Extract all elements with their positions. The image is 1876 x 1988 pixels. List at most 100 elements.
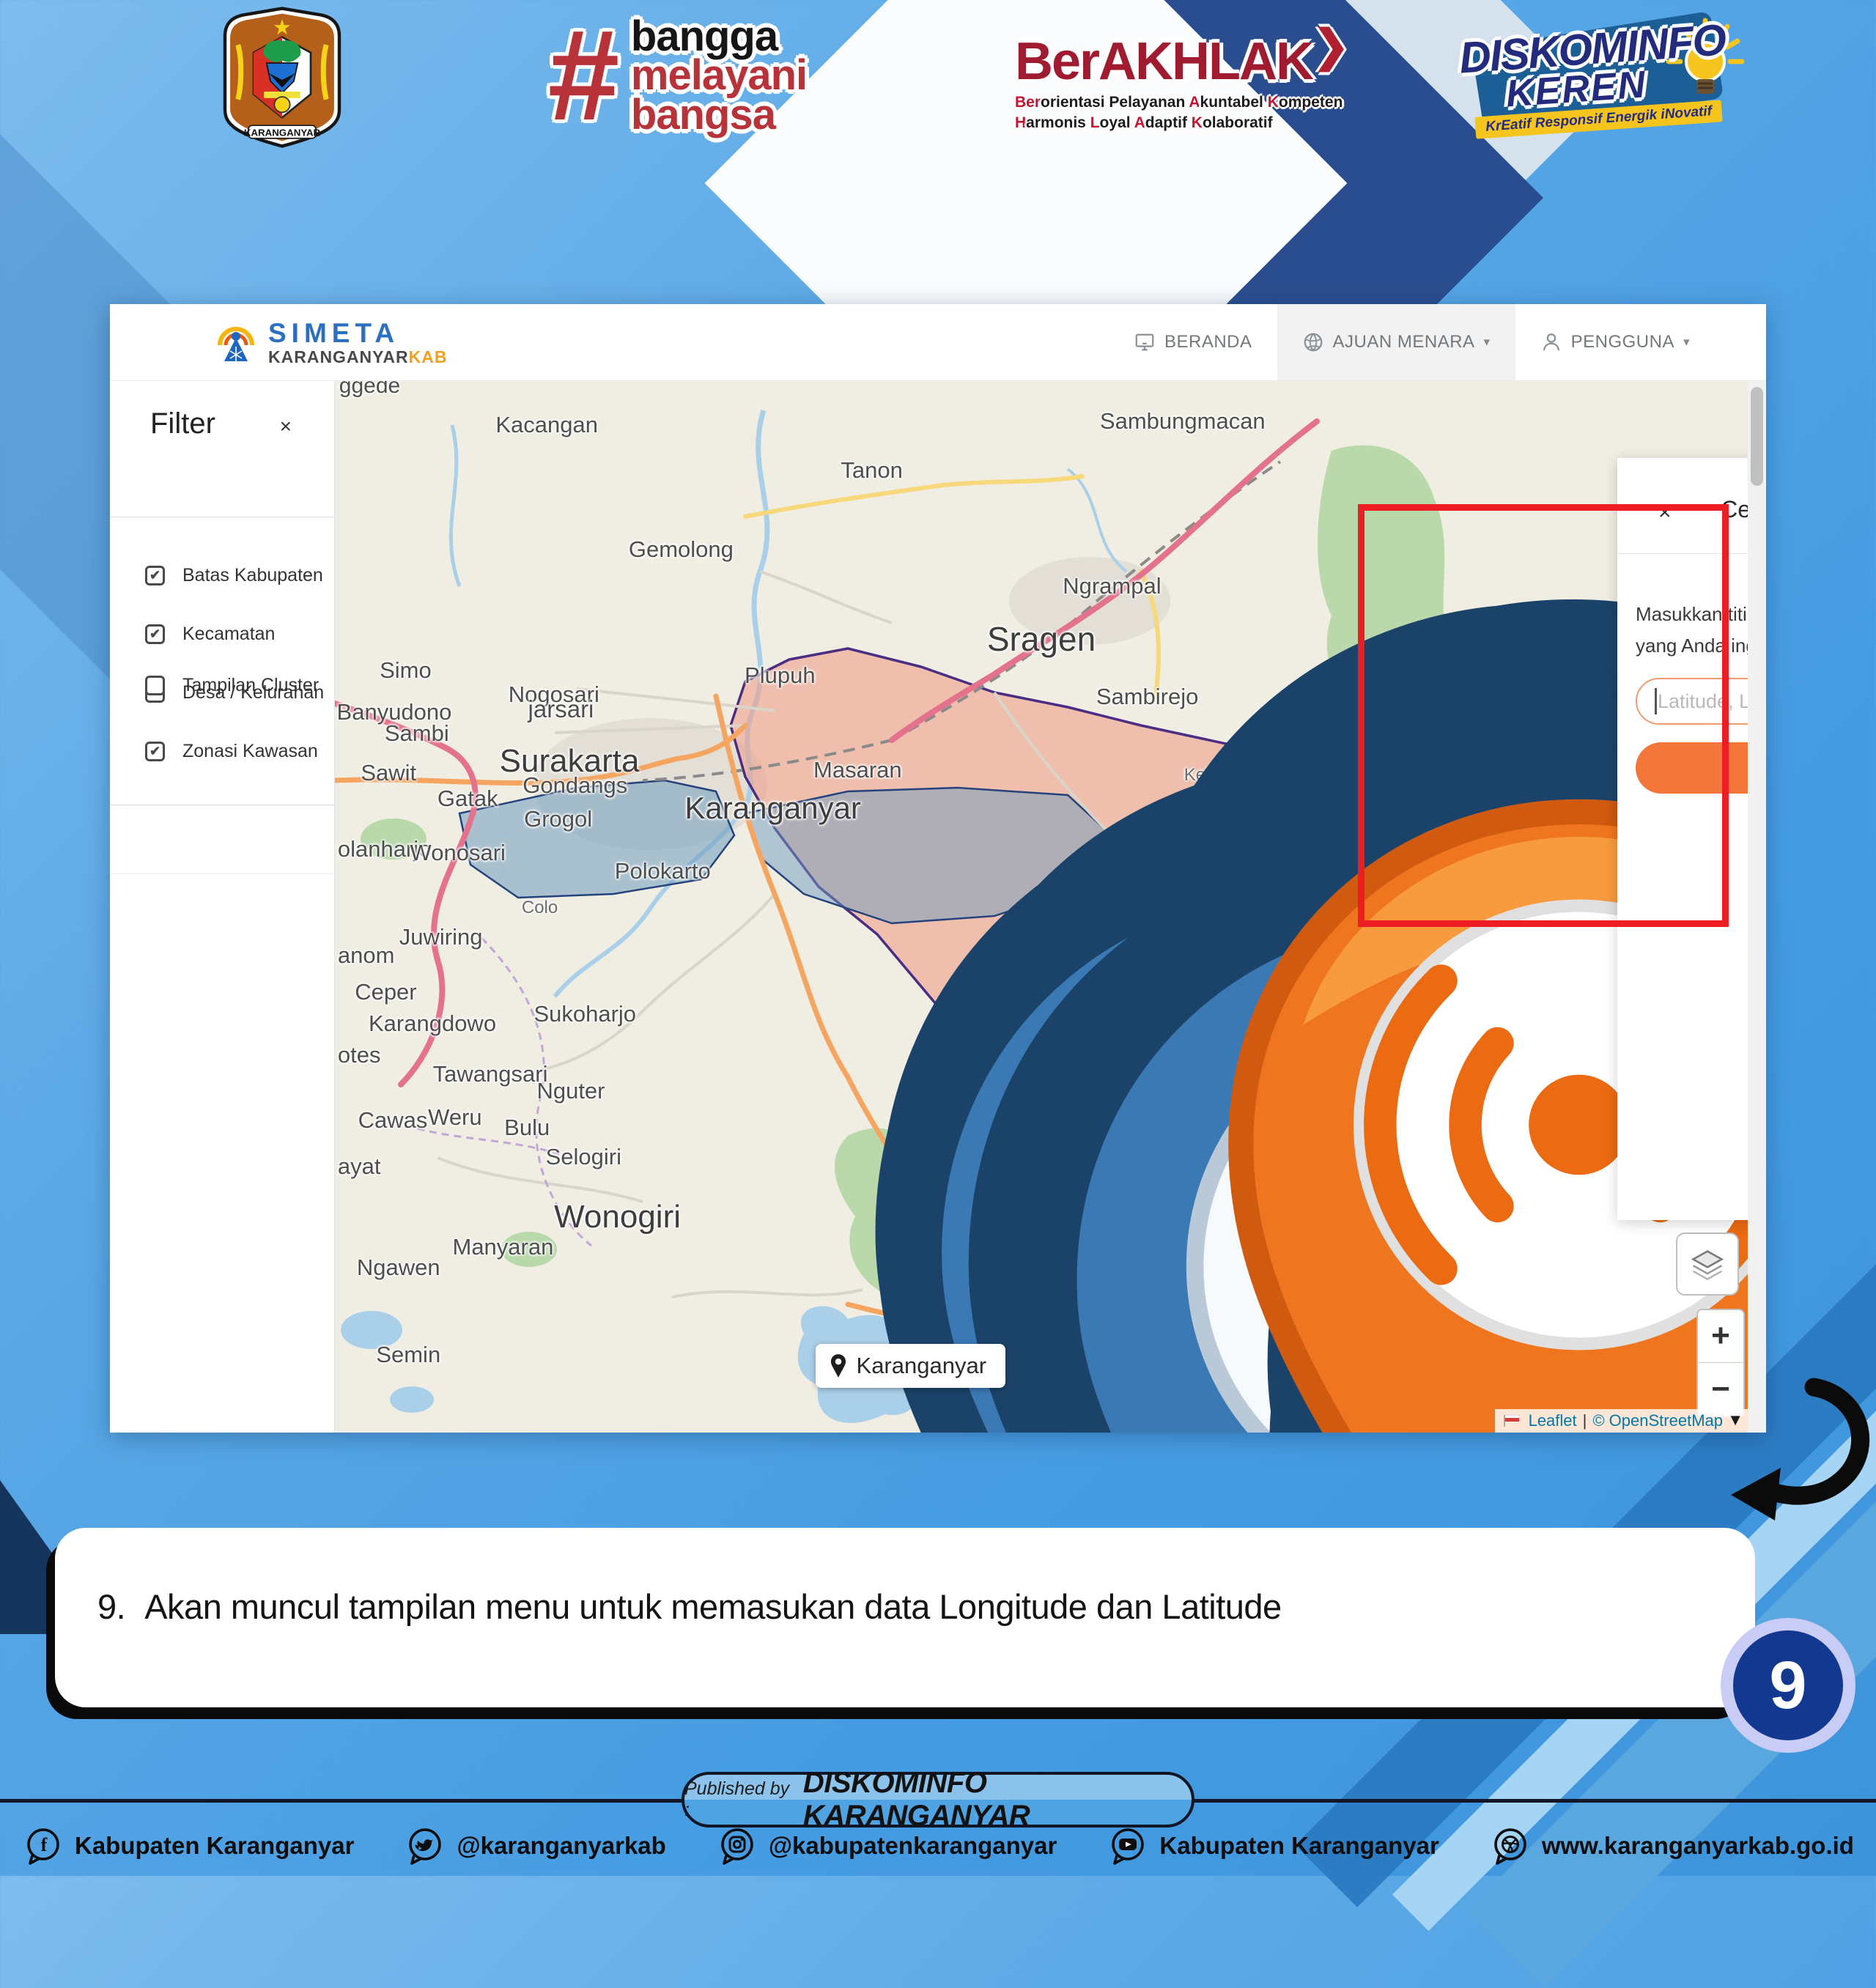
checkbox[interactable]: ✔: [145, 624, 165, 644]
location-card-label: Karanganyar: [856, 1353, 987, 1379]
nav-item-label: AJUAN MENARA: [1332, 332, 1475, 352]
footer-facebook-item[interactable]: Kabupaten Karanganyar: [22, 1825, 354, 1867]
map-label: Banyudono: [336, 699, 452, 725]
map-label: Nogosari: [508, 681, 599, 707]
layers-control[interactable]: [1676, 1233, 1739, 1296]
nav-item-beranda[interactable]: BERANDA: [1109, 304, 1277, 380]
svg-text:★: ★: [273, 16, 291, 40]
coordinate-input[interactable]: [1636, 678, 1748, 725]
zoom-in-button[interactable]: +: [1698, 1309, 1743, 1363]
filter-item-label: Batas Kabupaten: [182, 564, 323, 585]
map-label: Semin: [376, 1341, 441, 1367]
map-label: Karanganyar: [684, 790, 861, 825]
leaflet-link[interactable]: Leaflet: [1528, 1411, 1577, 1430]
cek-prompt: Masukkan titik koordinat (lat,long) yang…: [1636, 603, 1748, 657]
checkbox[interactable]: [145, 675, 165, 695]
filter-item-tampilan-cluster[interactable]: Tampilan Cluster: [110, 656, 334, 714]
hashtag-line3: bangsa: [630, 90, 776, 138]
filter-item-batas-kabupaten[interactable]: ✔ Batas Kabupaten: [110, 546, 334, 605]
checkbox[interactable]: ✔: [145, 565, 165, 585]
map-label: Plupuh: [745, 662, 816, 688]
brand-sub: KARANGANYAR: [268, 347, 409, 366]
map-label: otes: [337, 1041, 381, 1068]
bangga-melayani-bangsa-logo: # bangga melayani bangsa: [546, 3, 890, 147]
step-badge-number: 9: [1733, 1630, 1843, 1740]
instruction-card: 9. Akan muncul tampilan menu untuk memasu…: [55, 1528, 1755, 1707]
analisa-button[interactable]: Analisa: [1636, 742, 1748, 794]
location-card[interactable]: Karanganyar: [815, 1344, 1006, 1389]
footer-website-item[interactable]: www.karanganyarkab.go.id: [1489, 1825, 1854, 1867]
map-label: Colo: [521, 897, 558, 917]
instruction-number: 9.: [97, 1587, 126, 1626]
map-label: Ngawen: [356, 1254, 440, 1280]
map-label: Cawas: [358, 1106, 428, 1133]
checkbox[interactable]: ✔: [145, 741, 165, 761]
simeta-brand[interactable]: SIMETA KARANGANYARKAB: [213, 319, 447, 366]
instruction-text: 9. Akan muncul tampilan menu untuk memasu…: [97, 1587, 1282, 1626]
leaflet-map[interactable]: ggede Kacangan Tanon Sambungmacan Gemolong Ng…: [335, 381, 1748, 1433]
leaflet-flag-icon: [1503, 1414, 1519, 1427]
map-label: Ceper: [355, 978, 417, 1005]
globe-icon: [1302, 331, 1324, 353]
berakhlak-subtitle-1: Berorientasi Pelayanan Akuntabel Kompete…: [1015, 94, 1343, 111]
hash-icon: #: [546, 3, 618, 147]
map-label: Sambirejo: [1096, 683, 1199, 709]
filter-item-zonasi-kawasan[interactable]: ✔ Zonasi Kawasan: [110, 722, 334, 780]
footer-item-label: Kabupaten Karanganyar: [1159, 1832, 1439, 1859]
berakhlak-subtitle-2: Harmonis Loyal Adaptif Kolaboratif: [1015, 114, 1273, 132]
scrollbar-thumb[interactable]: [1751, 387, 1763, 486]
cek-title: Cek Koordinat: [1721, 496, 1748, 522]
filter-item-label: Tampilan Cluster: [182, 674, 320, 695]
map-label: olanharjo: [337, 835, 432, 862]
footer-instagram-item[interactable]: @kabupatenkaranganyar: [716, 1825, 1057, 1867]
diskominfo-keren-logo: DISKOMINFO KEREN KrEatif Responsif Energ…: [1455, 7, 1762, 143]
filter-title: Filter: [150, 407, 215, 440]
user-icon: [1540, 331, 1562, 353]
attribution-separator: |: [1582, 1411, 1587, 1430]
berakhlak-logo: BerAKHLAK❯ Berorientasi Pelayanan Akunta…: [1015, 21, 1396, 133]
cek-koordinat-panel: × Cek Koordinat Masukkan titik koordinat…: [1617, 458, 1748, 1220]
text-cursor: [1655, 688, 1657, 714]
chevron-down-icon: ▾: [1683, 335, 1690, 349]
map-label: Weru: [428, 1104, 482, 1130]
lightbulb-icon: [1666, 18, 1745, 94]
map-label: Wonogiri: [554, 1198, 682, 1235]
facebook-icon: [22, 1825, 64, 1867]
publisher-name: DISKOMINFO KARANGANYAR: [802, 1767, 1030, 1832]
map-label: Surakarta: [499, 743, 640, 780]
map-label: Sambi: [384, 720, 449, 746]
instagram-icon: [716, 1825, 758, 1867]
map-label: Sawit: [361, 760, 417, 786]
hashtag-line1: bangga: [630, 12, 778, 60]
filter-item-label: Kecamatan: [182, 623, 276, 644]
nav-item-pengguna[interactable]: PENGGUNA ▾: [1515, 304, 1715, 380]
map-label: anom: [337, 942, 395, 968]
published-by-label: Published by :: [684, 1778, 790, 1820]
footer-twitter-item[interactable]: @karanganyarkab: [404, 1825, 666, 1867]
monitor-icon: [1134, 331, 1156, 353]
footer-youtube-item[interactable]: Kabupaten Karanganyar: [1107, 1825, 1439, 1867]
social-footer: Kabupaten Karanganyar @karanganyarkab @kab…: [0, 1816, 1876, 1876]
map-label: Gatak: [437, 785, 498, 811]
map-label: ayat: [337, 1153, 381, 1179]
map-label: Wonosari: [410, 840, 506, 866]
filter-item-desa-kelurahan[interactable]: Desa / Kelurahan: [110, 663, 334, 722]
window-scrollbar[interactable]: [1748, 381, 1766, 1433]
map-label: ggede: [339, 381, 401, 399]
map-label: Bulu: [504, 1114, 550, 1140]
brand-sub-accent: KAB: [408, 347, 448, 366]
map-label: Gemolong: [628, 536, 734, 562]
map-label: Sukoharjo: [533, 1000, 637, 1027]
nav-items: BERANDA AJUAN MENARA ▾ PENGGUNA ▾: [1109, 304, 1715, 380]
divider: [110, 873, 334, 874]
filter-item-kecamatan[interactable]: ✔ Kecamatan: [110, 605, 334, 663]
youtube-icon: [1107, 1825, 1149, 1867]
published-by-pill: Published by : DISKOMINFO KARANGANYAR: [682, 1767, 1194, 1832]
map-label: Sragen: [986, 619, 1096, 658]
map-label: Tawangsari: [432, 1060, 548, 1087]
filter-close-icon[interactable]: ×: [279, 415, 292, 437]
nav-item-ajuan-menara[interactable]: AJUAN MENARA ▾: [1277, 304, 1515, 380]
nav-item-label: BERANDA: [1164, 332, 1252, 352]
divider: [1617, 553, 1748, 554]
footer-item-label: Kabupaten Karanganyar: [75, 1832, 355, 1859]
